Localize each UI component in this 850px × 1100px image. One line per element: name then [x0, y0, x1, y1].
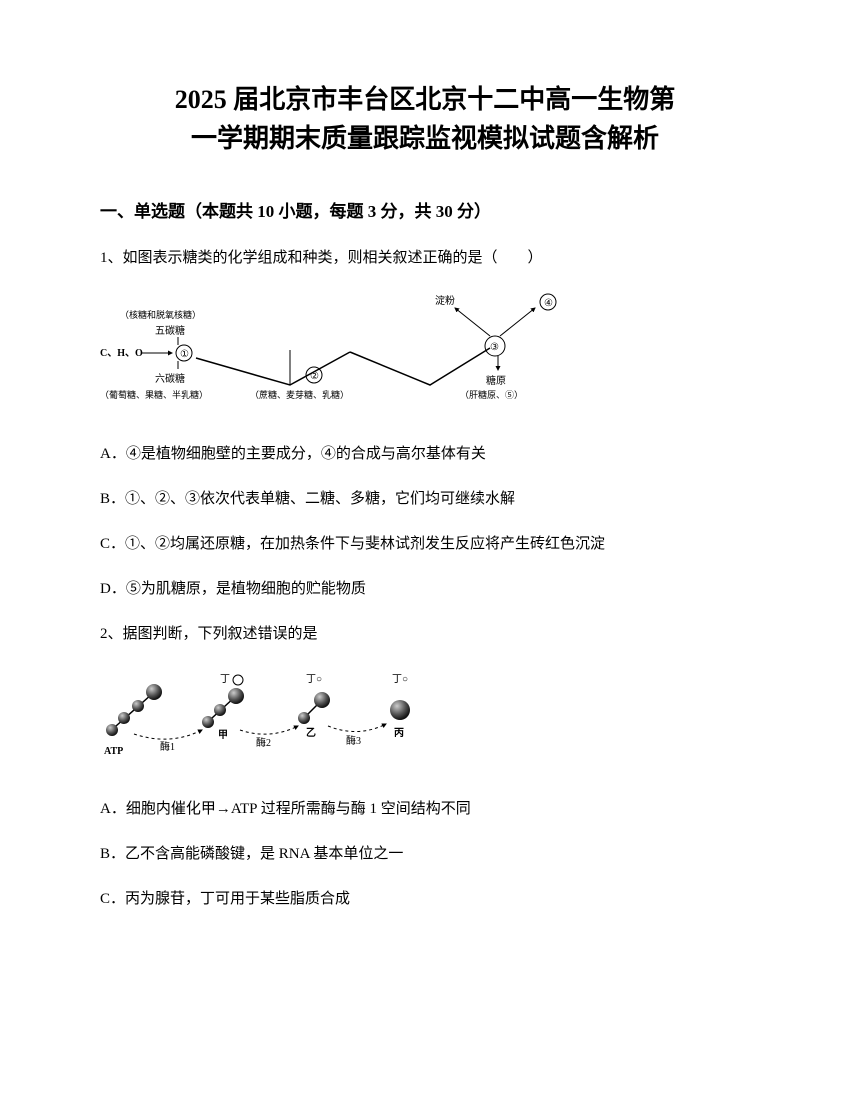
d1-circ3: ③ — [490, 342, 499, 353]
q1-stem: 1、如图表示糖类的化学组成和种类，则相关叙述正确的是（ ） — [100, 245, 750, 272]
d2-mei1: 酶1 — [160, 740, 175, 753]
d2-bing: 丙 — [394, 727, 404, 739]
d2-jia: 甲 — [218, 729, 228, 741]
d2-mei3: 酶3 — [346, 734, 361, 747]
d2-atp: ATP — [104, 746, 123, 757]
d1-label-bottom3: （肝糖原、⑤） — [460, 389, 523, 400]
d1-label-liutan: 六碳糖 — [155, 372, 185, 385]
d1-label-cho: C、H、O — [100, 348, 143, 359]
d1-circ1: ① — [180, 349, 189, 360]
q2-diagram: ATP 酶1 丁 甲 酶2 丁○ 乙 酶3 丁○ 丙 — [100, 666, 750, 775]
d2-ding1: 丁 — [220, 674, 230, 685]
q2-stem: 2、据图判断，下列叙述错误的是 — [100, 621, 750, 648]
q2-choice-a: A．细胞内催化甲→ATP 过程所需酶与酶 1 空间结构不同 — [100, 796, 750, 823]
q1-choice-c: C．①、②均属还原糖，在加热条件下与斐林试剂发生反应将产生砖红色沉淀 — [100, 531, 750, 558]
d1-circ4: ④ — [544, 298, 553, 309]
page-title: 2025 届北京市丰台区北京十二中高一生物第 一学期期末质量跟踪监视模拟试题含解… — [100, 80, 750, 158]
d2-mei2: 酶2 — [256, 736, 271, 749]
d2-ding2: 丁○ — [306, 674, 322, 685]
d1-label-wutan: 五碳糖 — [155, 324, 185, 337]
d1-label-tangyuan: 糖原 — [486, 374, 506, 387]
q1-choice-b: B．①、②、③依次代表单糖、二糖、多糖，它们均可继续水解 — [100, 486, 750, 513]
q1-choice-a: A．④是植物细胞壁的主要成分，④的合成与高尔基体有关 — [100, 441, 750, 468]
q2-choice-c: C．丙为腺苷，丁可用于某些脂质合成 — [100, 886, 750, 913]
d2-ding3: 丁○ — [392, 674, 408, 685]
d1-label-bottom2: （蔗糖、麦芽糖、乳糖） — [250, 389, 349, 400]
d1-label-dianfen: 淀粉 — [435, 294, 455, 307]
title-line-2: 一学期期末质量跟踪监视模拟试题含解析 — [191, 124, 659, 153]
q1-choice-d: D．⑤为肌糖原，是植物细胞的贮能物质 — [100, 576, 750, 603]
section-heading: 一、单选题（本题共 10 小题，每题 3 分，共 30 分） — [100, 198, 750, 225]
d1-label-bottom1: （葡萄糖、果糖、半乳糖） — [100, 389, 208, 400]
q1-diagram: （核糖和脱氧核糖） 五碳糖 C、H、O ① 六碳糖 （葡萄糖、果糖、半乳糖） ②… — [100, 290, 750, 419]
title-line-1: 2025 届北京市丰台区北京十二中高一生物第 — [175, 85, 676, 114]
d1-label-hetang: （核糖和脱氧核糖） — [120, 309, 201, 320]
q2-choice-b: B．乙不含高能磷酸键，是 RNA 基本单位之一 — [100, 841, 750, 868]
d2-yi: 乙 — [306, 727, 316, 739]
d1-circ2: ② — [310, 371, 319, 382]
